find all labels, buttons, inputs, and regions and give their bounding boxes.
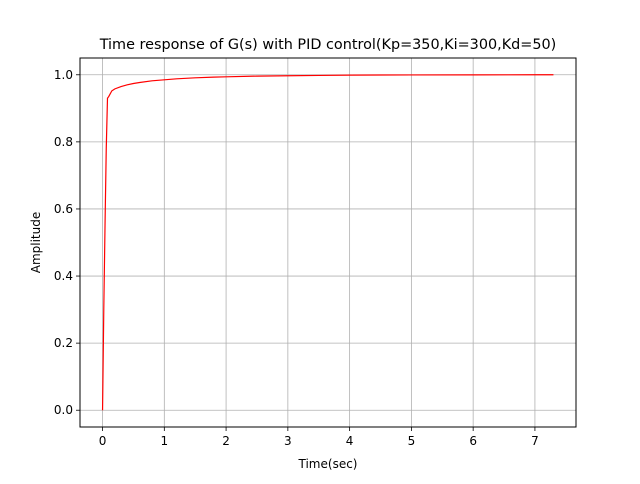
x-tick-label: 7: [531, 434, 539, 448]
x-tick-label: 3: [284, 434, 292, 448]
y-tick-label: 1.0: [54, 68, 73, 82]
y-tick-label: 0.2: [54, 336, 73, 350]
x-ticks: 0 1 2 3 4 5 6 7: [99, 427, 539, 448]
x-tick-label: 1: [160, 434, 168, 448]
plot-frame: [79, 57, 577, 428]
x-tick-label: 4: [346, 434, 354, 448]
x-tick-label: 0: [99, 434, 107, 448]
y-tick-label: 0.0: [54, 403, 73, 417]
grid: [80, 58, 576, 427]
y-axis-label: Amplitude: [29, 212, 43, 274]
y-tick-label: 0.6: [54, 202, 73, 216]
x-tick-label: 2: [222, 434, 230, 448]
x-tick-label: 5: [408, 434, 416, 448]
y-tick-label: 0.4: [54, 269, 73, 283]
chart-title: Time response of G(s) with PID control(K…: [99, 37, 557, 53]
x-tick-label: 6: [469, 434, 477, 448]
response-line: [101, 74, 554, 411]
y-tick-label: 0.8: [54, 135, 73, 149]
y-ticks: 0.0 0.2 0.4 0.6 0.8 1.0: [54, 68, 80, 417]
x-axis-label: Time(sec): [298, 457, 358, 471]
series-layer: [101, 74, 554, 411]
